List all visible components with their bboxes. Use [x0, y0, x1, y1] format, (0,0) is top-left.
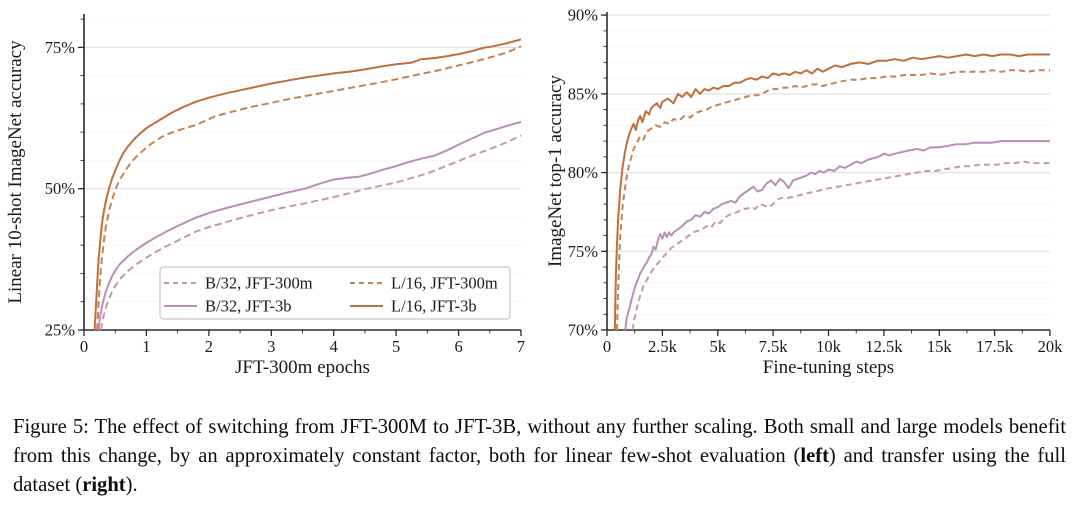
x-tick-label: 1 — [142, 337, 150, 356]
series-line-b32-jft300m — [631, 160, 1050, 331]
x-tick-label: 2 — [205, 337, 213, 356]
x-tick-label: 3 — [267, 337, 275, 356]
y-tick-label: 90% — [568, 6, 599, 25]
x-tick-label: 0 — [603, 337, 611, 356]
series-line-l16-jft300m — [96, 45, 522, 331]
legend-label-l16-jft300m: L/16, JFT-300m — [391, 274, 498, 293]
series-line-l16-jft300m — [616, 69, 1050, 331]
legend-box — [159, 266, 511, 320]
y-tick-label: 25% — [45, 321, 76, 340]
y-axis-title: Linear 10-shot ImageNet accuracy — [5, 40, 26, 304]
y-tick-label: 75% — [45, 38, 76, 57]
y-tick-label: 70% — [568, 321, 599, 340]
x-tick-label: 4 — [330, 337, 338, 356]
x-tick-label: 12.5k — [865, 337, 903, 356]
x-tick-label: 5 — [392, 337, 400, 356]
legend-label-l16-jft3b: L/16, JFT-3b — [391, 297, 477, 316]
series-line-b32-jft3b — [97, 121, 522, 331]
series-line-l16-jft3b — [613, 53, 1050, 331]
legend-label-b32-jft300m: B/32, JFT-300m — [205, 274, 313, 293]
x-tick-label: 0 — [80, 337, 88, 356]
x-tick-label: 5k — [710, 337, 727, 356]
chart-left: 0 1 2 3 4 5 6 7 25% 50% 75% JFT-300m epochs Linear 1… — [5, 14, 525, 378]
y-tick-label: 80% — [568, 163, 599, 182]
legend-label-b32-jft3b: B/32, JFT-3b — [205, 297, 292, 316]
x-tick-label: 7 — [517, 337, 525, 356]
x-tick-label: 17.5k — [976, 337, 1014, 356]
caption-text: ). — [125, 473, 138, 496]
y-tick-label: 75% — [568, 242, 599, 261]
charts-canvas: 0 1 2 3 4 5 6 7 25% 50% 75% JFT-300m epochs Linear 1… — [5, 6, 1063, 378]
x-tick-label: 20k — [1038, 337, 1064, 356]
x-tick-label: 6 — [454, 337, 462, 356]
figure-caption: Figure 5: The effect of switching from J… — [13, 413, 1066, 499]
legend: B/32, JFT-300m L/16, JFT-300m B/32, JFT-3b… — [159, 266, 511, 320]
caption-text: Figure 5: The effect of switching from J… — [13, 416, 1066, 467]
series-line-b32-jft3b — [624, 140, 1050, 331]
x-axis-title: Fine-tuning steps — [763, 357, 894, 378]
x-tick-label: 2.5k — [648, 337, 678, 356]
x-tick-label: 15k — [927, 337, 953, 356]
caption-bold-left: left — [800, 444, 829, 467]
caption-text: ) and transfer using the full dataset ( — [13, 444, 1066, 496]
y-tick-label: 85% — [568, 84, 599, 103]
series-line-b32-jft300m — [99, 134, 522, 331]
x-axis-title: JFT-300m epochs — [235, 357, 370, 378]
figure-charts: 0 1 2 3 4 5 6 7 25% 50% 75% JFT-300m epochs Linear 1… — [5, 6, 1063, 378]
chart-right: 0 2.5k 5k 7.5k 10k 12.5k 15k 17.5k 20k 70% 75% 80% 8… — [545, 6, 1063, 378]
x-tick-label: 10k — [816, 337, 842, 356]
caption-bold-right: right — [82, 473, 126, 496]
y-tick-label: 50% — [45, 179, 76, 198]
y-axis-title: ImageNet top-1 accuracy — [545, 75, 566, 268]
x-tick-label: 7.5k — [759, 337, 789, 356]
series-line-l16-jft3b — [93, 38, 522, 331]
